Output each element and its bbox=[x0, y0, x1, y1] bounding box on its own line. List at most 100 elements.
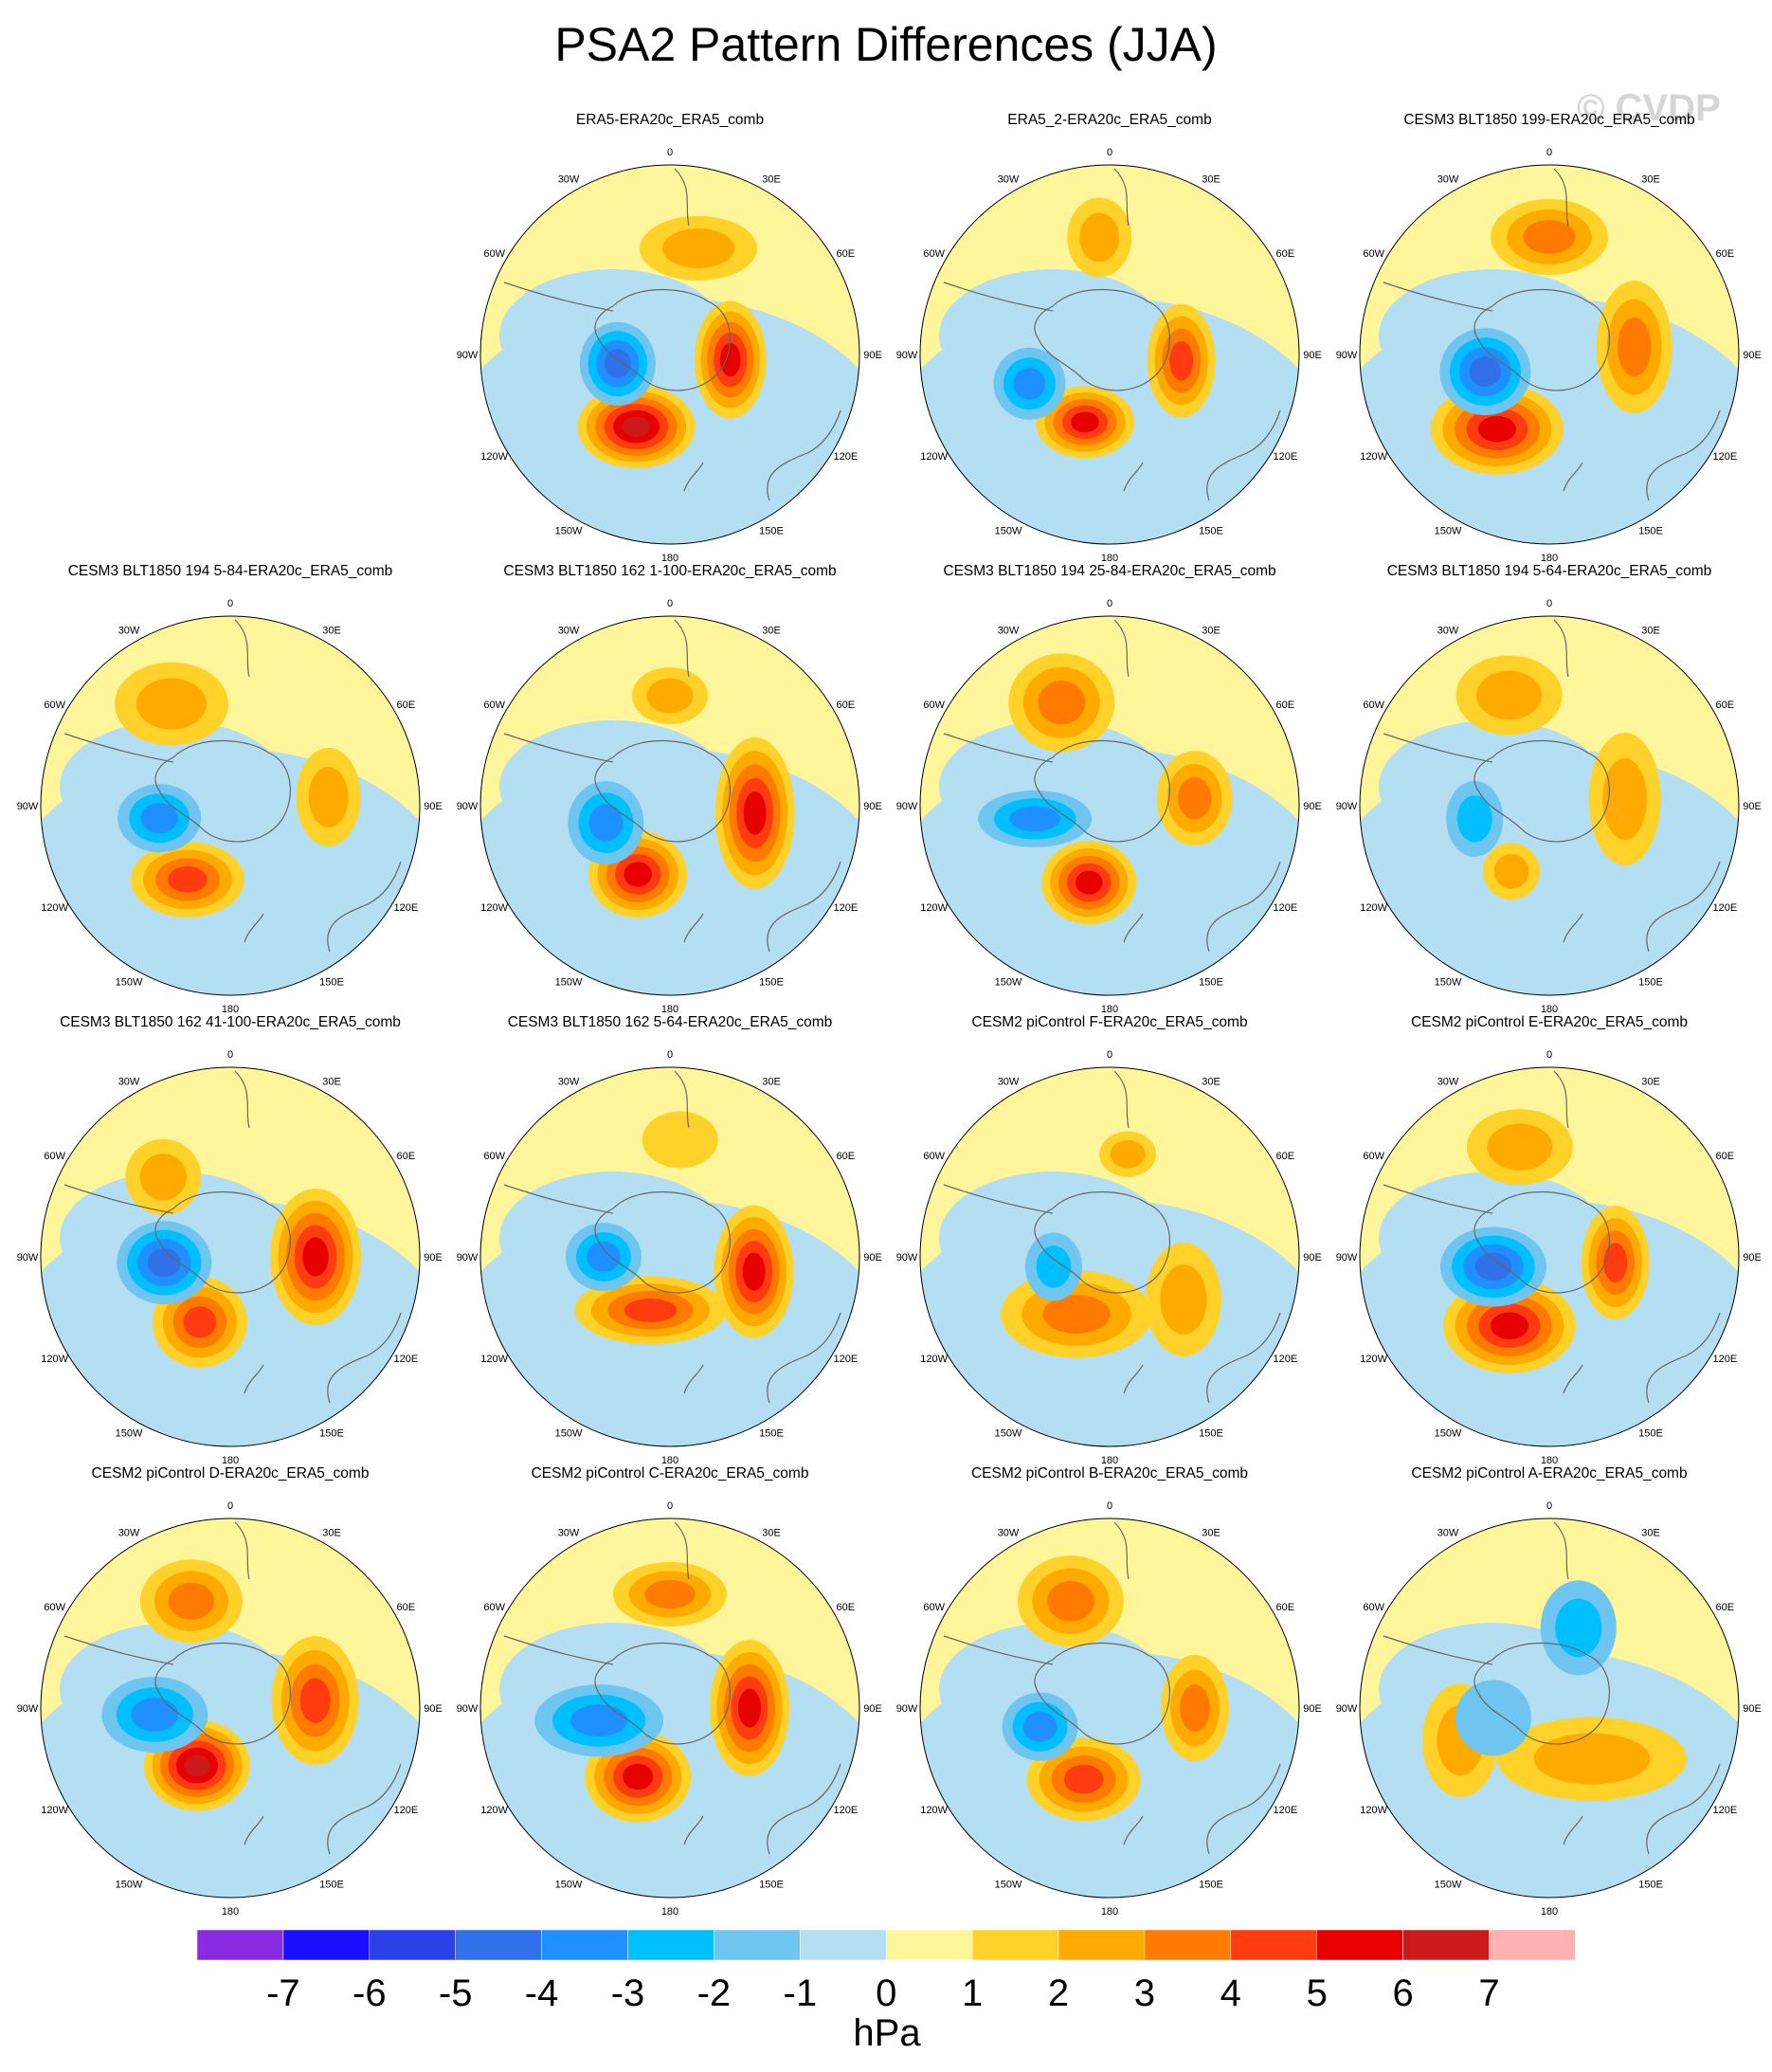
colorbar-tick-label: -4 bbox=[525, 1972, 559, 2014]
longitude-label: 60W bbox=[1363, 1151, 1384, 1162]
longitude-label: 150W bbox=[995, 976, 1022, 988]
longitude-label: 120E bbox=[393, 1805, 418, 1816]
panel-title: CESM3 BLT1850 199-ERA20c_ERA5_comb bbox=[1403, 112, 1695, 128]
colorbar-box bbox=[971, 1929, 1059, 1961]
longitude-label: 180 bbox=[661, 1455, 678, 1466]
longitude-label: 90E bbox=[863, 1252, 882, 1263]
longitude-label: 60W bbox=[923, 700, 945, 711]
longitude-label: 150E bbox=[1199, 1879, 1223, 1890]
longitude-label: 120W bbox=[41, 1805, 68, 1816]
panel-title: CESM2 piControl B-ERA20c_ERA5_comb bbox=[970, 1465, 1249, 1481]
longitude-label: 90W bbox=[896, 1703, 918, 1715]
colorbar-box bbox=[541, 1929, 628, 1961]
longitude-label: 150W bbox=[555, 1879, 583, 1890]
longitude-label: 90W bbox=[457, 350, 479, 361]
colorbar-tick-label: 4 bbox=[1221, 1972, 1241, 2014]
longitude-label: 60W bbox=[483, 248, 505, 260]
polar-map: 0 30E 60E 90E 120E 150E 180 150W 120W 90W 60W 30W bbox=[1336, 598, 1762, 1015]
longitude-label: 60E bbox=[1276, 1151, 1295, 1162]
longitude-label: 60E bbox=[397, 1602, 416, 1613]
longitude-label: 30W bbox=[998, 1528, 1020, 1539]
longitude-label: 60E bbox=[1716, 1602, 1735, 1613]
polar-map: 0 30E 60E 90E 120E 150E 180 150W 120W 90W 60W 30W bbox=[17, 598, 443, 1015]
longitude-label: 120E bbox=[393, 902, 418, 914]
longitude-label: 180 bbox=[1541, 553, 1558, 564]
longitude-label: 120W bbox=[480, 451, 508, 463]
map-panel: CESM3 BLT1850 162 41-100-ERA20c_ERA5_com… bbox=[8, 1014, 453, 1469]
longitude-label: 120W bbox=[1360, 902, 1387, 914]
longitude-label: 0 bbox=[1107, 1049, 1112, 1061]
colorbar-box bbox=[196, 1929, 284, 1961]
longitude-label: 150W bbox=[116, 1879, 143, 1890]
longitude-label: 30E bbox=[762, 626, 781, 637]
longitude-label: 90W bbox=[457, 1252, 479, 1263]
longitude-label: 120W bbox=[920, 1805, 948, 1816]
longitude-label: 30W bbox=[118, 1528, 140, 1539]
longitude-label: 90E bbox=[863, 1703, 882, 1715]
polar-map: 0 30E 60E 90E 120E 150E 180 150W 120W 90W 60W 30W bbox=[17, 1049, 443, 1466]
colorbar-unit: hPa bbox=[853, 2012, 921, 2054]
longitude-label: 120W bbox=[1360, 1805, 1387, 1816]
longitude-label: 180 bbox=[1101, 1906, 1118, 1918]
longitude-label: 150E bbox=[1199, 525, 1223, 536]
colorbar-box bbox=[885, 1929, 973, 1961]
longitude-label: 60E bbox=[837, 1602, 856, 1613]
longitude-label: 30W bbox=[998, 1077, 1020, 1088]
longitude-label: 30E bbox=[762, 174, 781, 186]
polar-map: 0 30E 60E 90E 120E 150E 180 150W 120W 90W 60W 30W bbox=[1336, 1049, 1762, 1466]
longitude-label: 90W bbox=[457, 1703, 479, 1715]
longitude-label: 0 bbox=[667, 147, 673, 158]
colorbar-tick-label: -3 bbox=[611, 1972, 645, 2014]
colorbar-box bbox=[1058, 1929, 1146, 1961]
longitude-label: 150W bbox=[555, 976, 583, 988]
longitude-label: 30W bbox=[558, 1528, 580, 1539]
longitude-label: 180 bbox=[1541, 1906, 1558, 1918]
colorbar-box bbox=[1230, 1929, 1317, 1961]
longitude-label: 30W bbox=[1437, 1528, 1459, 1539]
longitude-label: 180 bbox=[222, 1906, 239, 1918]
colorbar-tick-label: 2 bbox=[1048, 1972, 1069, 2014]
longitude-label: 150W bbox=[1435, 1879, 1462, 1890]
longitude-label: 120E bbox=[1273, 1354, 1297, 1365]
longitude-label: 180 bbox=[661, 1004, 678, 1015]
longitude-label: 30E bbox=[1202, 1528, 1221, 1539]
longitude-label: 90W bbox=[17, 801, 39, 812]
longitude-label: 90E bbox=[863, 801, 882, 812]
longitude-label: 90E bbox=[424, 801, 443, 812]
longitude-label: 60E bbox=[1276, 700, 1295, 711]
longitude-label: 30W bbox=[1437, 626, 1459, 637]
longitude-label: 180 bbox=[1541, 1004, 1558, 1015]
panel-title: CESM3 BLT1850 194 5-64-ERA20c_ERA5_comb bbox=[1386, 563, 1712, 579]
longitude-label: 0 bbox=[1546, 1049, 1552, 1061]
colorbar-box bbox=[714, 1929, 801, 1961]
longitude-label: 0 bbox=[227, 598, 233, 609]
longitude-label: 90E bbox=[1303, 1703, 1322, 1715]
panel-title: ERA5-ERA20c_ERA5_comb bbox=[575, 112, 765, 128]
longitude-label: 60W bbox=[923, 1151, 945, 1162]
map-panel: CESM2 piControl D-ERA20c_ERA5_comb 0 30E 6… bbox=[8, 1465, 453, 1920]
longitude-label: 90W bbox=[17, 1252, 39, 1263]
longitude-label: 150W bbox=[1435, 1427, 1462, 1439]
longitude-label: 90E bbox=[424, 1252, 443, 1263]
longitude-label: 60E bbox=[1716, 700, 1735, 711]
longitude-label: 120W bbox=[480, 1354, 508, 1365]
colorbar-box bbox=[627, 1929, 714, 1961]
longitude-label: 180 bbox=[1101, 1455, 1118, 1466]
longitude-label: 60W bbox=[923, 1602, 945, 1613]
colorbar-tick-label: 1 bbox=[962, 1972, 983, 2014]
colorbar-box bbox=[1144, 1929, 1232, 1961]
map-panel: CESM3 BLT1850 162 5-64-ERA20c_ERA5_comb … bbox=[447, 1014, 893, 1469]
longitude-label: 60W bbox=[44, 1602, 65, 1613]
longitude-label: 0 bbox=[227, 1500, 233, 1512]
longitude-label: 0 bbox=[1546, 598, 1552, 609]
longitude-label: 150W bbox=[555, 1427, 583, 1439]
longitude-label: 60E bbox=[837, 1151, 856, 1162]
longitude-label: 60E bbox=[1716, 1151, 1735, 1162]
polar-map: 0 30E 60E 90E 120E 150E 180 150W 120W 90W 60W 30W bbox=[457, 1049, 882, 1466]
longitude-label: 120E bbox=[393, 1354, 418, 1365]
longitude-label: 60E bbox=[397, 1151, 416, 1162]
colorbar-tick-label: -1 bbox=[784, 1972, 818, 2014]
colorbar-box bbox=[800, 1929, 887, 1961]
colorbar-boxes bbox=[196, 1929, 1576, 1961]
longitude-label: 150E bbox=[1638, 525, 1663, 536]
